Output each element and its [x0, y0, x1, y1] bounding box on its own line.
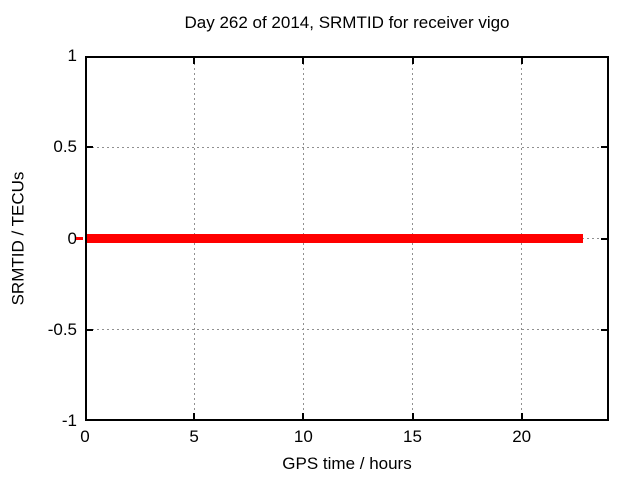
x-tickmark-top — [302, 58, 305, 64]
y-tick-label: 0 — [67, 228, 77, 248]
x-tickmark-top — [411, 58, 414, 64]
x-tick-label: 20 — [512, 427, 532, 446]
y-tick-label: -1 — [61, 411, 77, 430]
x-tick-label: 15 — [403, 427, 422, 446]
y-tickmark-right — [601, 237, 607, 240]
x-tick-label: 0 — [80, 427, 90, 446]
y-tick-label: 1 — [67, 46, 77, 65]
y-tickmark-left — [87, 328, 93, 331]
chart-title: Day 262 of 2014, SRMTID for receiver vig… — [184, 13, 510, 32]
x-tickmark-bottom — [520, 413, 523, 419]
x-tickmark-bottom — [193, 413, 196, 419]
x-tickmark-bottom — [411, 413, 414, 419]
y-gridline — [87, 329, 607, 331]
series-line-srmtid — [85, 234, 583, 243]
y-tick-label: 0.5 — [53, 137, 77, 157]
y-tickmark-right — [601, 146, 607, 149]
x-tickmark-top — [520, 58, 523, 64]
y-gridline — [87, 146, 607, 148]
x-axis-label: GPS time / hours — [282, 454, 412, 473]
y-tickmark-right — [601, 328, 607, 331]
y-tickmark-left — [87, 146, 93, 149]
x-tick-label: 10 — [293, 427, 313, 446]
y-tick-label: -0.5 — [47, 319, 77, 339]
series-line-outside-cap-artifact — [76, 237, 83, 240]
x-tickmark-bottom — [302, 413, 305, 419]
x-tickmark-top — [193, 58, 196, 64]
x-tick-label: 5 — [189, 427, 199, 446]
